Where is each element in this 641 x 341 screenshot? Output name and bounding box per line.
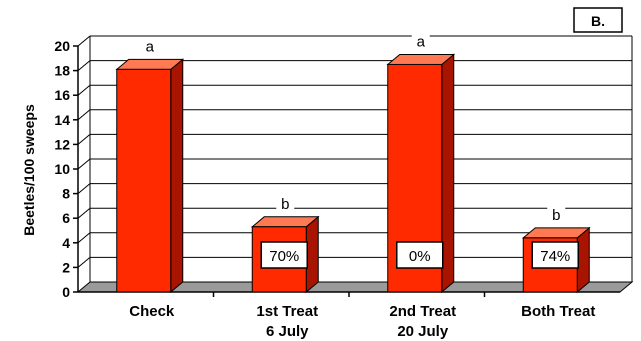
gridline-diagonal — [77, 257, 91, 268]
significance-letter-bg — [411, 32, 430, 51]
gridline-diagonal — [77, 60, 91, 71]
bar — [116, 68, 172, 293]
significance-letter: a — [146, 38, 155, 55]
significance-letter-bg — [276, 194, 295, 213]
percent-label: 74% — [540, 248, 570, 265]
bar-side — [576, 226, 590, 294]
gridline-diagonal — [77, 109, 91, 121]
bar-side — [441, 53, 455, 294]
percent-label: 70% — [269, 248, 299, 265]
percent-label-box — [396, 241, 444, 269]
gridline-diagonal — [77, 183, 91, 194]
panel-label: B. — [591, 13, 605, 29]
y-tick-label: 2 — [62, 259, 70, 275]
y-tick-label: 4 — [62, 235, 70, 251]
y-tick-label: 0 — [62, 284, 70, 300]
significance-letter: b — [281, 196, 289, 213]
bar-side — [170, 58, 184, 294]
percent-label-box — [531, 241, 579, 269]
significance-letter-bg — [547, 205, 566, 224]
bar-top — [250, 216, 320, 228]
y-tick-label: 8 — [62, 186, 70, 202]
percent-label: 0% — [409, 248, 431, 265]
y-tick-label: 20 — [54, 38, 70, 54]
gridline-diagonal — [77, 158, 91, 170]
gridline-diagonal — [77, 134, 91, 145]
x-category-label: 1st Treat — [256, 303, 318, 320]
bar-side — [305, 215, 319, 294]
significance-letter: b — [552, 207, 560, 224]
bar-top — [521, 227, 591, 239]
y-tick-label: 6 — [62, 210, 70, 226]
y-tick-label: 10 — [54, 161, 70, 177]
gridline-diagonal — [77, 232, 91, 244]
y-tick-label: 14 — [54, 112, 70, 128]
significance-letter: a — [417, 33, 426, 50]
percent-label-box — [260, 241, 308, 269]
significance-letter-bg — [140, 37, 159, 56]
bar-top — [386, 53, 456, 65]
x-category-sublabel: 20 July — [397, 323, 449, 340]
y-axis-label: Beetles/100 sweeps — [21, 104, 37, 236]
gridline-diagonal — [77, 207, 91, 219]
gridline-diagonal — [77, 35, 91, 47]
gridline-diagonal — [77, 84, 91, 96]
x-category-label: 2nd Treat — [389, 303, 456, 320]
panel-label-box — [573, 7, 623, 33]
x-category-sublabel: 6 July — [266, 323, 309, 340]
x-category-label: Check — [129, 303, 175, 320]
x-category-label: Both Treat — [521, 303, 595, 320]
y-tick-label: 16 — [54, 87, 70, 103]
bar-top — [115, 58, 185, 70]
y-tick-label: 12 — [54, 136, 70, 152]
y-tick-label: 18 — [54, 63, 70, 79]
